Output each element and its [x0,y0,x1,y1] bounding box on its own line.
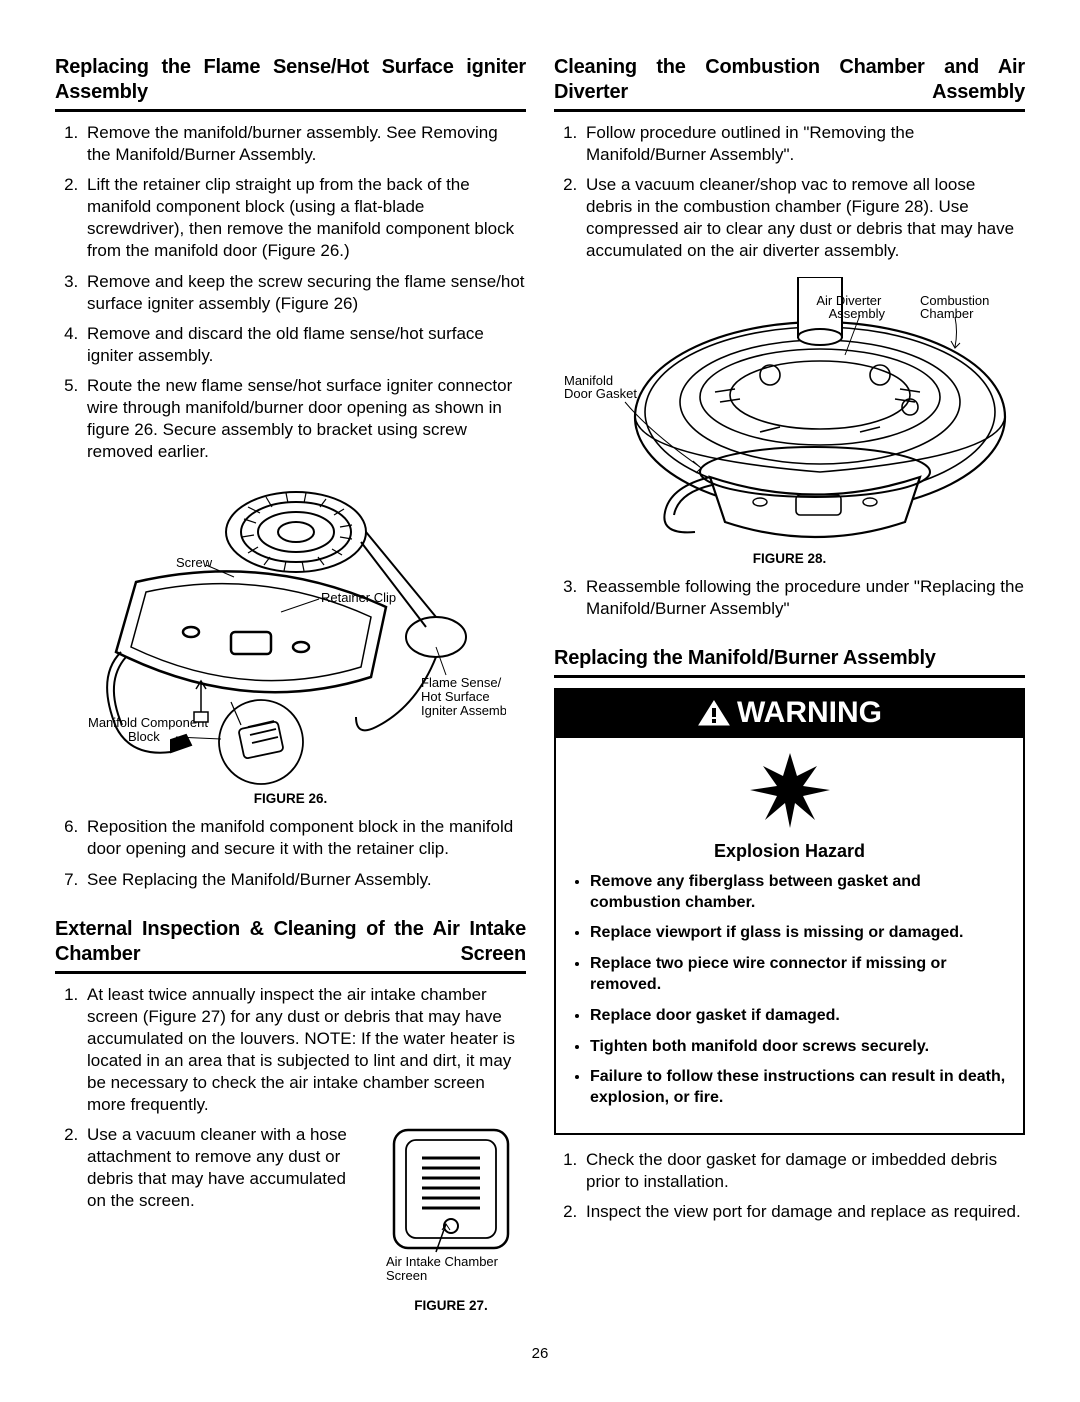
s4-step: Check the door gasket for damage or imbe… [582,1149,1025,1193]
s2-step: Air Intake Chamber Screen FIGURE 27. Use… [83,1124,526,1315]
warning-triangle-icon [697,699,731,727]
fig28-label-combustion: Combustion Chamber [920,293,993,321]
figure-26-svg: Screw Retainer Clip Flame Sense/ Hot Sur… [76,477,506,787]
s1-step: See Replacing the Manifold/Burner Assemb… [83,869,526,891]
section2-steps: At least twice annually inspect the air … [55,984,526,1315]
warning-header-text: WARNING [737,696,882,730]
hazard-item: Failure to follow these instructions can… [590,1067,1011,1109]
figure-28-svg: Air Diverter Assembly Combustion Chamber… [560,277,1020,547]
fig26-label-screw: Screw [176,555,213,570]
s2-step: At least twice annually inspect the air … [83,984,526,1117]
page-content: Replacing the Flame Sense/Hot Surface ig… [55,55,1025,1335]
fig27-label: Air Intake Chamber Screen [386,1254,502,1283]
section3-steps: Follow procedure outlined in "Removing t… [554,122,1025,263]
s4-step: Inspect the view port for damage and rep… [582,1201,1025,1223]
s3-step: Use a vacuum cleaner/shop vac to remove … [582,174,1025,262]
figure-26: Screw Retainer Clip Flame Sense/ Hot Sur… [55,477,526,806]
fig28-label-gasket: Manifold Door Gasket [564,373,637,401]
hazard-item: Replace viewport if glass is missing or … [590,923,1011,944]
section3-title: Cleaning the Combustion Chamber and Air … [554,55,1025,112]
figure-28-caption: FIGURE 28. [554,551,1025,566]
hazard-item: Remove any fiberglass between gasket and… [590,872,1011,914]
hazard-list: Remove any fiberglass between gasket and… [568,872,1011,1109]
section3-steps-after: Reassemble following the procedure under… [554,576,1025,620]
section1-steps: Remove the manifold/burner assembly. See… [55,122,526,463]
fig26-label-retainer: Retainer Clip [321,590,396,605]
s2-step-text: Use a vacuum cleaner with a hose attachm… [87,1125,347,1210]
page-number: 26 [55,1345,1025,1362]
warning-header: WARNING [556,690,1023,738]
fig26-label-block: Manifold Component Block [88,715,212,744]
s1-step: Remove the manifold/burner assembly. See… [83,122,526,166]
explosion-icon [745,748,835,828]
section1-title: Replacing the Flame Sense/Hot Surface ig… [55,55,526,112]
section1-steps-after: Reposition the manifold component block … [55,816,526,890]
hazard-item: Replace two piece wire connector if miss… [590,954,1011,996]
figure-27-caption: FIGURE 27. [376,1297,526,1315]
figure-28: Air Diverter Assembly Combustion Chamber… [554,277,1025,566]
section2-title: External Inspection & Cleaning of the Ai… [55,917,526,974]
s1-step: Lift the retainer clip straight up from … [83,174,526,262]
s1-step: Reposition the manifold component block … [83,816,526,860]
figure-26-caption: FIGURE 26. [55,791,526,806]
s1-step: Remove and discard the old flame sense/h… [83,323,526,367]
figure-27: Air Intake Chamber Screen FIGURE 27. [376,1124,526,1315]
warning-body: Explosion Hazard Remove any fiberglass b… [556,738,1023,1133]
hazard-item: Replace door gasket if damaged. [590,1006,1011,1027]
hazard-title: Explosion Hazard [568,841,1011,862]
s3-step: Reassemble following the procedure under… [582,576,1025,620]
s1-step: Remove and keep the screw securing the f… [83,271,526,315]
section4-title: Replacing the Manifold/Burner Assembly [554,646,1025,678]
s3-step: Follow procedure outlined in "Removing t… [582,122,1025,166]
section4-steps: Check the door gasket for damage or imbe… [554,1149,1025,1223]
warning-box: WARNING Explosion Hazard Remove any fibe… [554,688,1025,1135]
fig26-label-flame: Flame Sense/ Hot Surface Igniter Assembl… [421,675,506,718]
s1-step: Route the new flame sense/hot surface ig… [83,375,526,463]
hazard-item: Tighten both manifold door screws secure… [590,1037,1011,1058]
figure-27-svg: Air Intake Chamber Screen [376,1124,526,1289]
